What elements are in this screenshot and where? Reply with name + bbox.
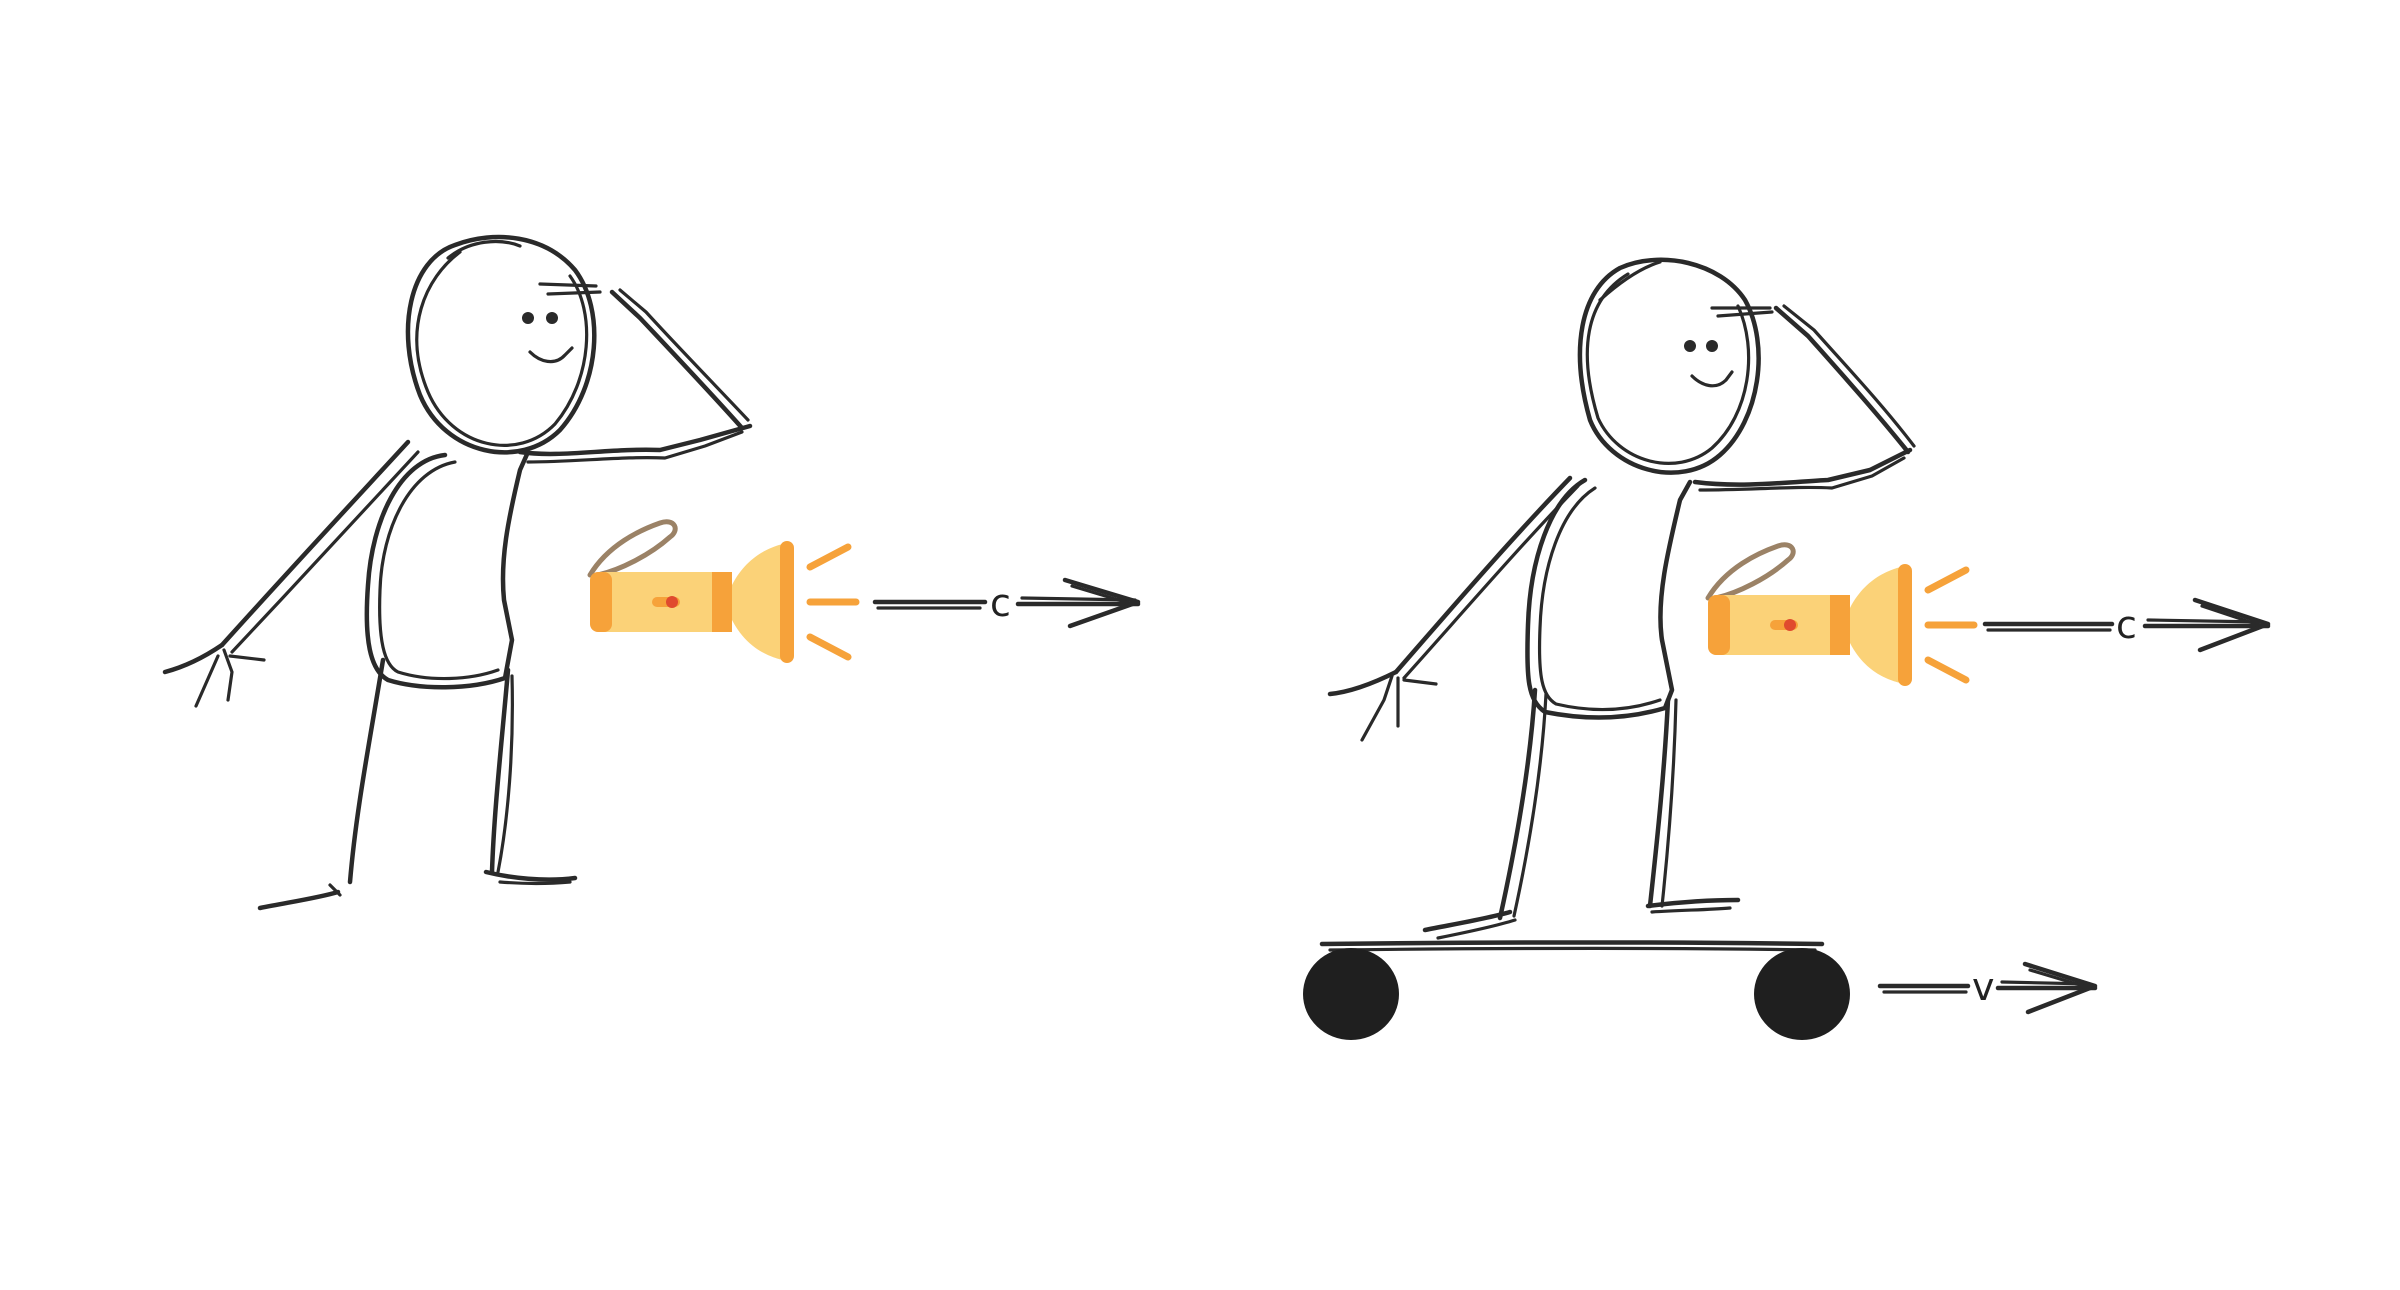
light-speed-label: c: [2116, 603, 2137, 647]
light-speed-label: c: [990, 581, 1011, 625]
head: [405, 234, 597, 455]
eye: [1684, 340, 1696, 352]
flashlight-icon: [1705, 542, 1978, 686]
velocity-label: v: [1972, 965, 1995, 1009]
wheel: [1303, 948, 1399, 1040]
skateboard: [1303, 940, 1850, 1040]
light-arrow-left: c: [872, 577, 1141, 629]
wheel: [1754, 948, 1850, 1040]
head: [1577, 257, 1761, 475]
eye: [546, 312, 558, 324]
smile: [1690, 370, 1734, 388]
eye: [522, 312, 534, 324]
eye: [1706, 340, 1718, 352]
skateboarding-person: [1327, 257, 1916, 940]
standing-person: [162, 234, 753, 911]
smile: [528, 346, 574, 364]
flashlight-icon: [587, 519, 860, 663]
velocity-arrow: v: [1877, 961, 2098, 1015]
light-arrow-right: c: [1982, 597, 2271, 653]
